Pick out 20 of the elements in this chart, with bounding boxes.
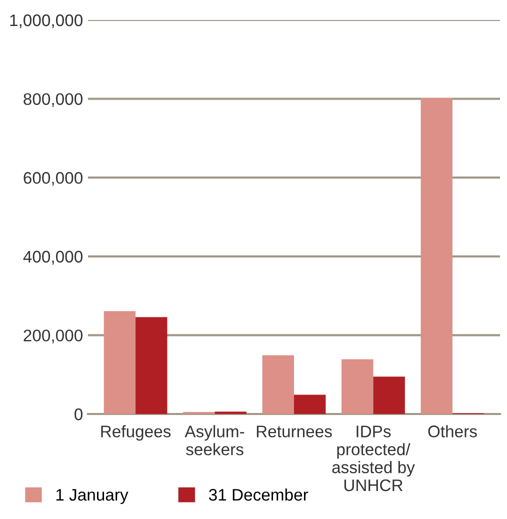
y-tick-label: 1,000,000: [10, 14, 82, 28]
bar: [294, 394, 326, 414]
bar: [420, 98, 452, 414]
legend-label: 1 January: [56, 489, 128, 504]
x-tick-label: Refugees: [101, 425, 171, 441]
bar: [104, 311, 136, 414]
y-tick-label: 600,000: [24, 172, 82, 186]
y-tick-label: 400,000: [23, 250, 82, 265]
y-tick-label: 0: [74, 408, 82, 420]
bar: [342, 359, 374, 414]
y-tick-label: 200,000: [24, 330, 82, 344]
x-tick-label: Asylum- seekers: [184, 425, 244, 456]
bar: [262, 355, 294, 414]
x-tick-label: Returnees: [256, 426, 332, 438]
bar: [136, 317, 168, 414]
y-tick-label: 800,000: [24, 93, 82, 107]
legend-label: 31 December: [208, 488, 308, 501]
x-tick-label: Others: [428, 425, 477, 438]
x-tick-label: IDPs protected/ assisted by UNHCR: [332, 426, 415, 492]
bar: [373, 376, 405, 414]
